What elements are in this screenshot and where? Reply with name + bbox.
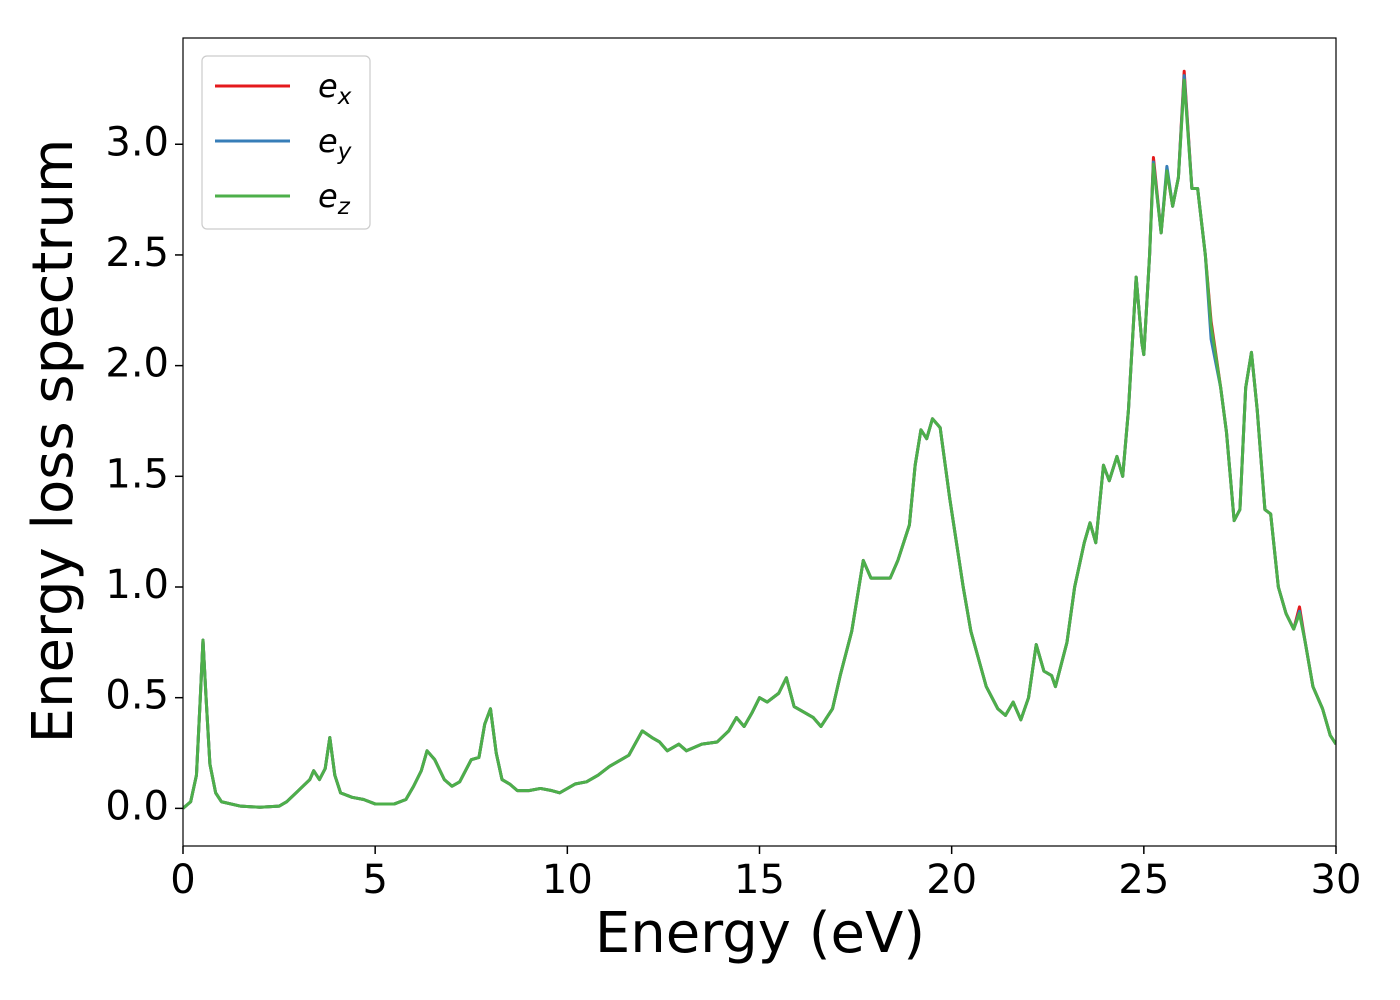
y-tick-label: 1.0 (105, 562, 169, 608)
x-tick-label: 20 (926, 857, 977, 903)
y-tick-label: 2.5 (105, 230, 169, 276)
x-tick-label: 5 (362, 857, 387, 903)
x-tick-label: 30 (1311, 857, 1362, 903)
x-tick-label: 0 (170, 857, 195, 903)
y-axis-label: Energy loss spectrum (21, 139, 86, 744)
series-line (183, 78, 1336, 810)
y-tick-label: 0.0 (105, 783, 169, 829)
y-tick-label: 3.0 (105, 119, 169, 165)
x-tick-label: 25 (1118, 857, 1169, 903)
legend-label: ey (318, 122, 352, 165)
y-tick-label: 2.0 (105, 341, 169, 387)
legend-label: ez (318, 177, 351, 220)
x-tick-label: 15 (734, 857, 785, 903)
plot-frame (182, 37, 1337, 847)
x-axis-label: Energy (eV) (595, 901, 925, 966)
y-tick-label: 1.5 (105, 451, 169, 497)
legend-label: ex (318, 67, 352, 110)
x-tick-label: 10 (542, 857, 593, 903)
y-tick-label: 0.5 (105, 673, 169, 719)
